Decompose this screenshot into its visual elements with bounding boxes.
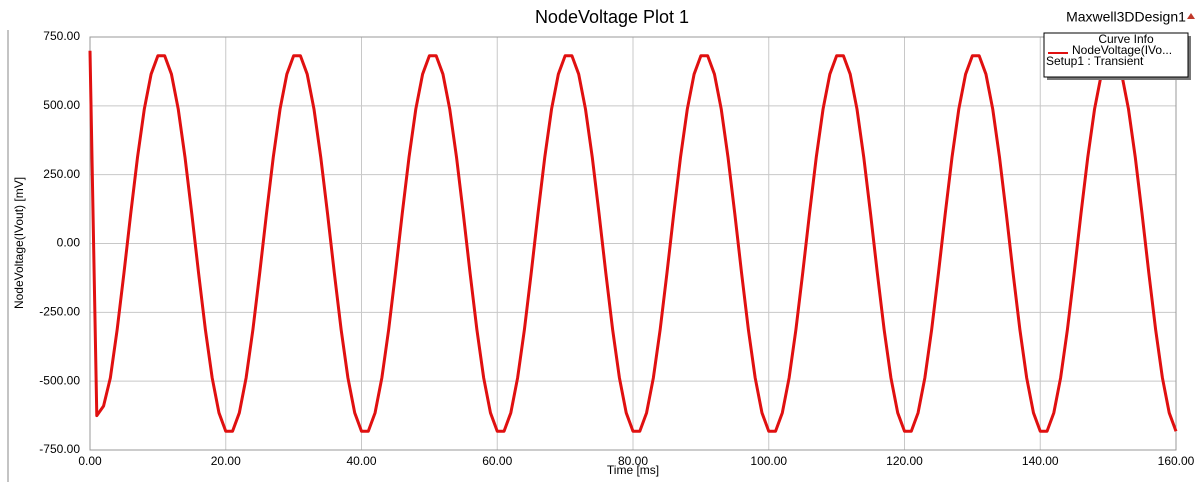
y-tick-label: -500.00 (39, 373, 80, 387)
legend-title: Curve Info (1098, 32, 1154, 46)
x-tick-label: 60.00 (482, 454, 512, 468)
x-tick-label: 80.00 (618, 454, 648, 468)
x-tick-label: 20.00 (211, 454, 241, 468)
legend-box (1043, 32, 1189, 78)
y-tick-label: -250.00 (39, 305, 80, 319)
x-tick-label: 40.00 (346, 454, 376, 468)
x-tick-label: 100.00 (750, 454, 787, 468)
y-tick-label: 250.00 (43, 167, 80, 181)
y-tick-label: 0.00 (57, 236, 81, 250)
y-tick-label: -750.00 (39, 442, 80, 456)
x-tick-label: 140.00 (1022, 454, 1059, 468)
y-axis-label: NodeVoltage(IVout) [mV] (12, 177, 26, 309)
design-name: Maxwell3DDesign1 (1066, 9, 1186, 25)
data-line (88, 50, 1178, 433)
legend-entry: NodeVoltage(IVo... (1072, 43, 1172, 57)
y-tick-label: 500.00 (43, 98, 80, 112)
legend-note: Setup1 : Transient (1046, 54, 1144, 68)
x-tick-label: 120.00 (886, 454, 923, 468)
plot-frame (89, 36, 1177, 451)
y-tick-label: 750.00 (43, 29, 80, 43)
x-tick-label: 160.00 (1158, 454, 1195, 468)
collapse-arrow[interactable] (1187, 13, 1195, 19)
x-tick-label: 0.00 (78, 454, 102, 468)
x-axis-label: Time [ms] (607, 463, 659, 477)
chart-title: NodeVoltage Plot 1 (535, 7, 689, 27)
